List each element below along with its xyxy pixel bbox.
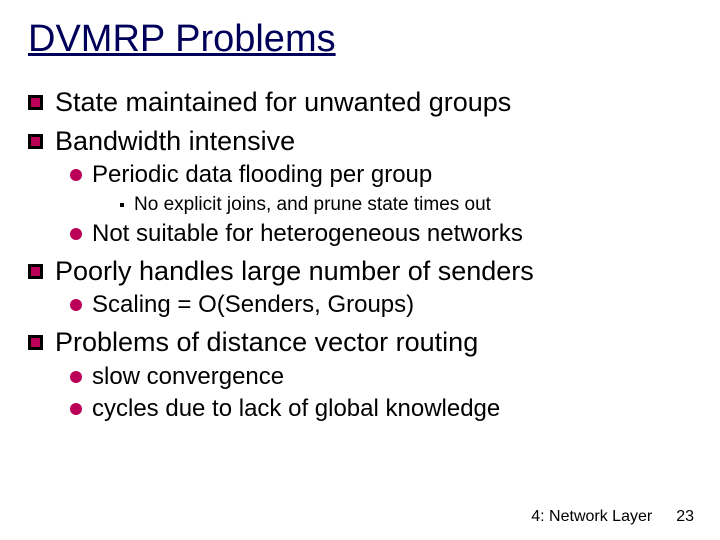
bullet-lvl2: Periodic data flooding per group xyxy=(70,160,692,191)
bullet-text: Not suitable for heterogeneous networks xyxy=(92,219,692,250)
square-bullet-icon xyxy=(28,335,43,350)
bullet-text: State maintained for unwanted groups xyxy=(55,85,692,120)
circle-bullet-icon xyxy=(70,371,82,383)
circle-bullet-icon xyxy=(70,169,82,181)
bullet-lvl1: Poorly handles large number of senders xyxy=(28,254,692,289)
footer-section: 4: Network Layer xyxy=(531,508,652,526)
circle-bullet-icon xyxy=(70,299,82,311)
bullet-lvl2: Scaling = O(Senders, Groups) xyxy=(70,290,692,321)
bullet-text: Scaling = O(Senders, Groups) xyxy=(92,290,692,321)
bullet-lvl1: Bandwidth intensive xyxy=(28,124,692,159)
bullet-lvl2: Not suitable for heterogeneous networks xyxy=(70,219,692,250)
square-bullet-icon xyxy=(28,264,43,279)
bullet-text: Poorly handles large number of senders xyxy=(55,254,692,289)
bullet-text: Bandwidth intensive xyxy=(55,124,692,159)
circle-bullet-icon xyxy=(70,403,82,415)
dot-bullet-icon xyxy=(120,203,124,207)
bullet-lvl1: Problems of distance vector routing xyxy=(28,325,692,360)
bullet-lvl2: cycles due to lack of global knowledge xyxy=(70,394,692,425)
bullet-text: No explicit joins, and prune state times… xyxy=(134,193,692,217)
slide-footer: 4: Network Layer 23 xyxy=(531,508,694,526)
bullet-text: cycles due to lack of global knowledge xyxy=(92,394,692,425)
slide-content: State maintained for unwanted groups Ban… xyxy=(28,85,692,425)
square-bullet-icon xyxy=(28,134,43,149)
circle-bullet-icon xyxy=(70,228,82,240)
bullet-text: Problems of distance vector routing xyxy=(55,325,692,360)
bullet-text: Periodic data flooding per group xyxy=(92,160,692,191)
bullet-text: slow convergence xyxy=(92,362,692,393)
slide-title: DVMRP Problems xyxy=(28,18,692,61)
slide: DVMRP Problems State maintained for unwa… xyxy=(0,0,720,540)
square-bullet-icon xyxy=(28,95,43,110)
bullet-lvl1: State maintained for unwanted groups xyxy=(28,85,692,120)
bullet-lvl2: slow convergence xyxy=(70,362,692,393)
bullet-lvl3: No explicit joins, and prune state times… xyxy=(120,193,692,217)
footer-page-number: 23 xyxy=(676,508,694,526)
